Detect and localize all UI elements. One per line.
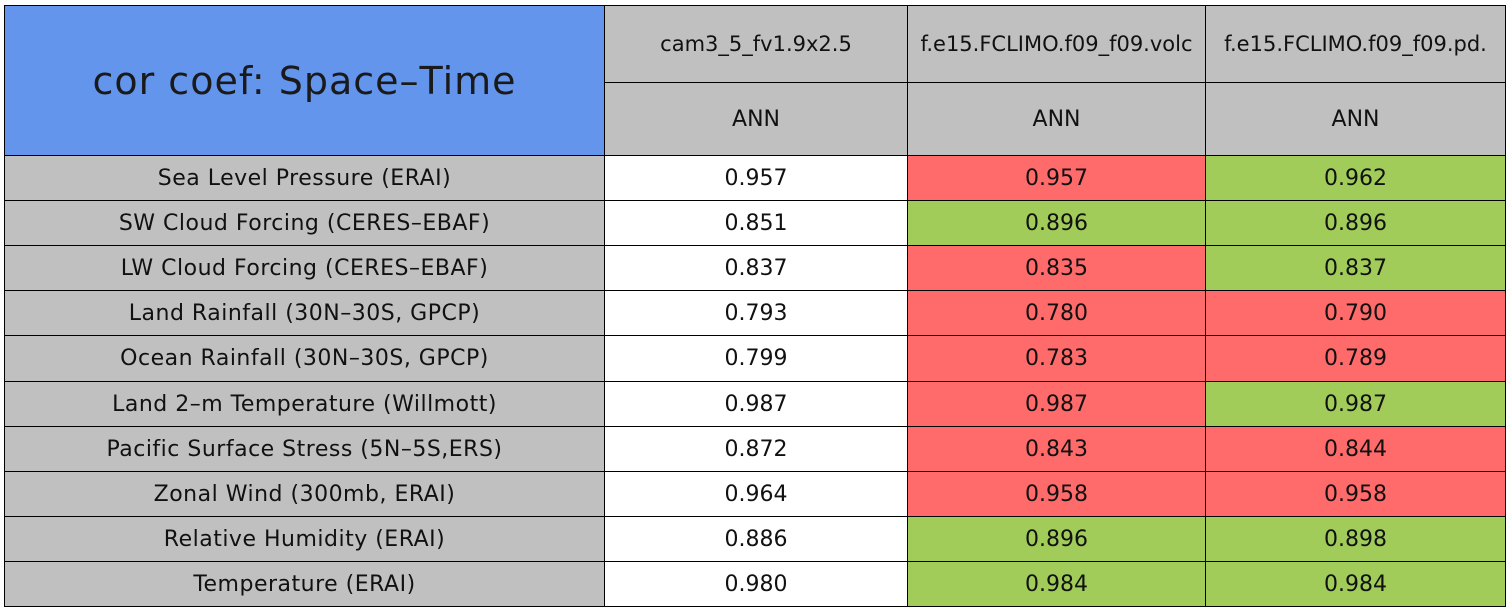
value-cell: 0.851: [604, 200, 908, 246]
column-header-1: cam3_5_fv1.9x2.5: [604, 5, 908, 83]
value-cell: 0.958: [907, 471, 1206, 517]
value-cell: 0.987: [604, 381, 908, 427]
value-cell: 0.790: [1205, 290, 1506, 336]
column-season-1: ANN: [604, 82, 908, 156]
value-cell: 0.872: [604, 426, 908, 472]
row-label: Land Rainfall (30N–30S, GPCP): [4, 290, 605, 336]
column-season-3: ANN: [1205, 82, 1506, 156]
value-cell: 0.984: [907, 561, 1206, 607]
value-cell: 0.886: [604, 516, 908, 562]
value-cell: 0.789: [1205, 335, 1506, 382]
value-cell: 0.799: [604, 335, 908, 382]
value-cell: 0.980: [604, 561, 908, 607]
column-season-2: ANN: [907, 82, 1206, 156]
value-cell: 0.896: [907, 516, 1206, 562]
row-label: Relative Humidity (ERAI): [4, 516, 605, 562]
row-label: LW Cloud Forcing (CERES–EBAF): [4, 245, 605, 291]
row-label: Land 2–m Temperature (Willmott): [4, 381, 605, 427]
value-cell: 0.837: [1205, 245, 1506, 291]
value-cell: 0.780: [907, 290, 1206, 336]
value-cell: 0.896: [1205, 200, 1506, 246]
value-cell: 0.987: [1205, 381, 1506, 427]
row-label: SW Cloud Forcing (CERES–EBAF): [4, 200, 605, 246]
value-cell: 0.962: [1205, 155, 1506, 201]
row-label: Zonal Wind (300mb, ERAI): [4, 471, 605, 517]
value-cell: 0.844: [1205, 426, 1506, 472]
row-label: Pacific Surface Stress (5N–5S,ERS): [4, 426, 605, 472]
column-header-3: f.e15.FCLIMO.f09_f09.pd.: [1205, 5, 1506, 83]
value-cell: 0.835: [907, 245, 1206, 291]
row-label: Ocean Rainfall (30N–30S, GPCP): [4, 335, 605, 382]
value-cell: 0.987: [907, 381, 1206, 427]
row-label: Sea Level Pressure (ERAI): [4, 155, 605, 201]
value-cell: 0.843: [907, 426, 1206, 472]
value-cell: 0.793: [604, 290, 908, 336]
value-cell: 0.837: [604, 245, 908, 291]
correlation-table: cor coef: Space–Time cam3_5_fv1.9x2.5 ANN…: [4, 5, 1506, 607]
column-header-2: f.e15.FCLIMO.f09_f09.volc: [907, 5, 1206, 83]
value-cell: 0.957: [604, 155, 908, 201]
value-cell: 0.957: [907, 155, 1206, 201]
value-cell: 0.896: [907, 200, 1206, 246]
table-title: cor coef: Space–Time: [4, 5, 605, 156]
value-cell: 0.783: [907, 335, 1206, 382]
value-cell: 0.984: [1205, 561, 1506, 607]
value-cell: 0.964: [604, 471, 908, 517]
value-cell: 0.898: [1205, 516, 1506, 562]
row-label: Temperature (ERAI): [4, 561, 605, 607]
value-cell: 0.958: [1205, 471, 1506, 517]
